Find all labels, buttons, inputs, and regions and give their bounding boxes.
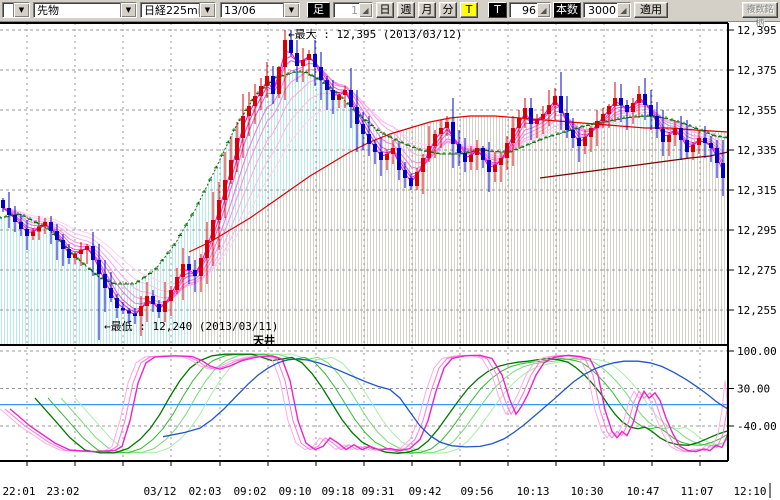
- chart-canvas[interactable]: 12,395 12,375 12,355 12,335 12,315 12,295 12,2…: [0, 21, 780, 500]
- period-tick-button[interactable]: T: [460, 2, 478, 18]
- chevron-down-icon[interactable]: ▼: [120, 3, 136, 17]
- svg-text:30.00: 30.00: [737, 382, 770, 395]
- axis-labels: 12,395 12,375 12,355 12,335 12,315 12,295 12,2…: [2, 24, 777, 498]
- tick-count-spinner[interactable]: 96 ◢: [509, 2, 551, 18]
- ashi-label: 足: [307, 2, 330, 18]
- market-value: 先物: [37, 4, 59, 17]
- chart-toolbar: ▼ 先物 ▼ 日経225mini ▼ 13/06 ▼ 足 1 ◢ 日 週 月 分…: [0, 0, 780, 29]
- period-day-button[interactable]: 日: [376, 2, 394, 18]
- svg-text:09:10: 09:10: [278, 485, 311, 498]
- bars-count-value: 3000: [588, 3, 616, 17]
- svg-text:12,395: 12,395: [737, 24, 777, 37]
- svg-text:09:31: 09:31: [361, 485, 394, 498]
- svg-text:22:01: 22:01: [2, 485, 35, 498]
- svg-text:10:47: 10:47: [626, 485, 659, 498]
- svg-text:12,255: 12,255: [737, 304, 777, 317]
- oscillator-group: [0, 353, 728, 454]
- svg-text:09:56: 09:56: [460, 485, 493, 498]
- candles-group: [1, 30, 725, 340]
- multi-symbol-button[interactable]: 複数銘柄: [742, 2, 778, 29]
- max-annotation: ←最大 : 12,395 (2013/03/12): [288, 27, 462, 41]
- chevron-down-icon[interactable]: ▼: [283, 3, 299, 17]
- spinner-icon[interactable]: ◢: [537, 3, 550, 17]
- symbol-value: 日経225mini: [144, 4, 199, 17]
- tenjo-annotation: 天井: [253, 333, 275, 347]
- bars-label: 本数: [553, 2, 581, 18]
- spinner-icon[interactable]: ◢: [359, 3, 372, 17]
- svg-text:10:13: 10:13: [516, 485, 549, 498]
- symbol-dropdown[interactable]: 日経225mini ▼: [140, 2, 216, 18]
- spinner-icon[interactable]: ◢: [617, 3, 630, 17]
- min-annotation: ←最低 : 12,240 (2013/03/11): [104, 320, 278, 333]
- period-month-button[interactable]: 月: [418, 2, 436, 18]
- ashi-interval-value: 1: [351, 3, 358, 17]
- svg-text:12,335: 12,335: [737, 144, 777, 157]
- tick-count-value: 96: [522, 3, 536, 17]
- svg-text:12,275: 12,275: [737, 264, 777, 277]
- contract-dropdown[interactable]: 13/06 ▼: [220, 2, 300, 18]
- period-week-button[interactable]: 週: [397, 2, 415, 18]
- chevron-down-icon[interactable]: ▼: [199, 3, 215, 17]
- svg-text:12:10: 12:10: [733, 485, 766, 498]
- period-minute-button[interactable]: 分: [439, 2, 457, 18]
- svg-text:12,355: 12,355: [737, 104, 777, 117]
- gridlines: [0, 23, 728, 461]
- svg-text:10:30: 10:30: [570, 485, 603, 498]
- svg-text:23:02: 23:02: [46, 485, 79, 498]
- mini-dropdown[interactable]: ▼: [2, 2, 30, 18]
- svg-text:09:42: 09:42: [408, 485, 441, 498]
- svg-text:12,295: 12,295: [737, 224, 777, 237]
- apply-button[interactable]: 適用: [634, 2, 668, 18]
- svg-text:09:02: 09:02: [233, 485, 266, 498]
- svg-text:12,375: 12,375: [737, 64, 777, 77]
- svg-text:03/12: 03/12: [143, 485, 176, 498]
- svg-text:12,315: 12,315: [737, 184, 777, 197]
- contract-value: 13/06: [224, 3, 256, 17]
- svg-text:100.00: 100.00: [737, 345, 777, 358]
- svg-text:-40.00: -40.00: [737, 420, 777, 433]
- market-dropdown[interactable]: 先物 ▼: [33, 2, 137, 18]
- svg-text:02:03: 02:03: [188, 485, 221, 498]
- bars-count-spinner[interactable]: 3000 ◢: [583, 2, 631, 18]
- ashi-interval-spinner[interactable]: 1 ◢: [333, 2, 373, 18]
- svg-text:09:18: 09:18: [321, 485, 354, 498]
- chevron-down-icon[interactable]: ▼: [13, 3, 29, 17]
- chart-annotations: ←最大 : 12,395 (2013/03/12) ←最低 : 12,240 (2…: [104, 27, 462, 347]
- svg-text:11:07: 11:07: [680, 485, 713, 498]
- tick-label: T: [488, 2, 507, 18]
